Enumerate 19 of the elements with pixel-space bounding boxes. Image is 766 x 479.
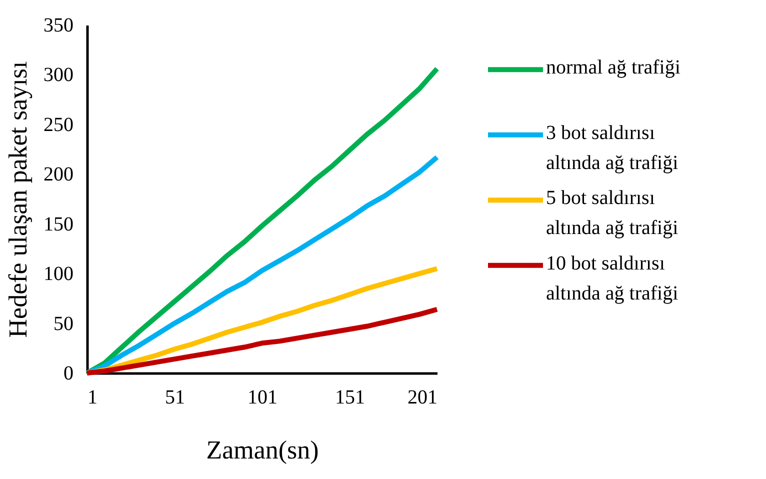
- y-tick-label: 300: [44, 64, 74, 86]
- x-tick-label: 201: [408, 386, 438, 408]
- x-tick-label: 151: [335, 386, 365, 408]
- legend-label: 10 bot saldırısı altında ağ trafiği: [546, 252, 679, 304]
- legend-label: 5 bot saldırısı altında ağ trafiği: [546, 187, 679, 240]
- y-tick-label: 350: [44, 14, 74, 36]
- y-tick-label: 0: [64, 362, 74, 384]
- y-tick-label: 250: [44, 114, 74, 136]
- y-tick-label: 100: [44, 263, 74, 286]
- x-tick-label: 1: [88, 386, 98, 408]
- x-tick-label: 51: [165, 386, 185, 408]
- legend-label: normal ağ trafiği: [546, 56, 681, 79]
- legend-label: 3 bot saldırısı altında ağ trafiği: [546, 122, 679, 174]
- y-tick-label: 50: [54, 312, 74, 335]
- y-axis-title: Hedefe ulaşan paket sayısı: [4, 61, 32, 338]
- x-axis-title: Zaman(sn): [206, 436, 319, 464]
- y-tick-label: 150: [44, 213, 74, 236]
- x-tick-label: 101: [248, 386, 278, 408]
- y-tick-label: 200: [44, 164, 74, 186]
